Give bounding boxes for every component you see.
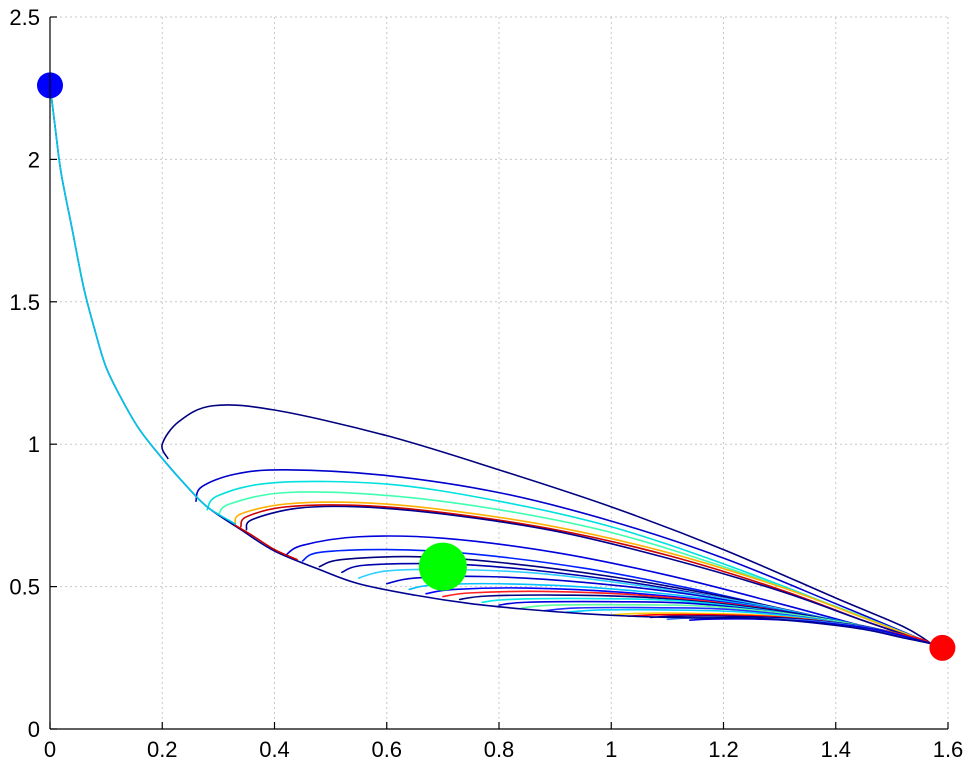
y-tick-label: 2 [28,147,40,172]
y-tick-label: 1.5 [9,290,40,315]
x-tick-label: 1.6 [933,737,964,762]
y-tick-label: 2.5 [9,5,40,30]
markers [37,72,956,661]
axes [49,16,949,730]
envelope-overlay-line [234,524,298,561]
x-tick-label: 1 [605,737,617,762]
y-tick-label: 0 [28,717,40,742]
series-line [245,505,932,645]
series-line [284,535,932,645]
x-tick-label: 1.4 [820,737,851,762]
x-tick-label: 0.2 [147,737,178,762]
x-tick-label: 1.2 [708,737,739,762]
x-tick-label: 0 [44,737,56,762]
end-point [929,634,956,661]
series-line [234,501,932,645]
y-tick-label: 1 [28,432,40,457]
x-tick-label: 0.8 [484,737,515,762]
series-line [195,469,932,645]
envelope-overlay-line [49,84,237,525]
tick-labels: 0 0.2 0.4 0.6 0.8 1 1.2 1.4 1.6 0 0.5 1 1.5 2 2.5 [9,5,963,762]
y-tick-label: 0.5 [9,575,40,600]
series-line [161,404,932,645]
x-tick-label: 0.4 [259,737,290,762]
x-tick-label: 0.6 [371,737,402,762]
grid [50,16,949,729]
curves [49,84,944,649]
mid-point [418,542,467,591]
